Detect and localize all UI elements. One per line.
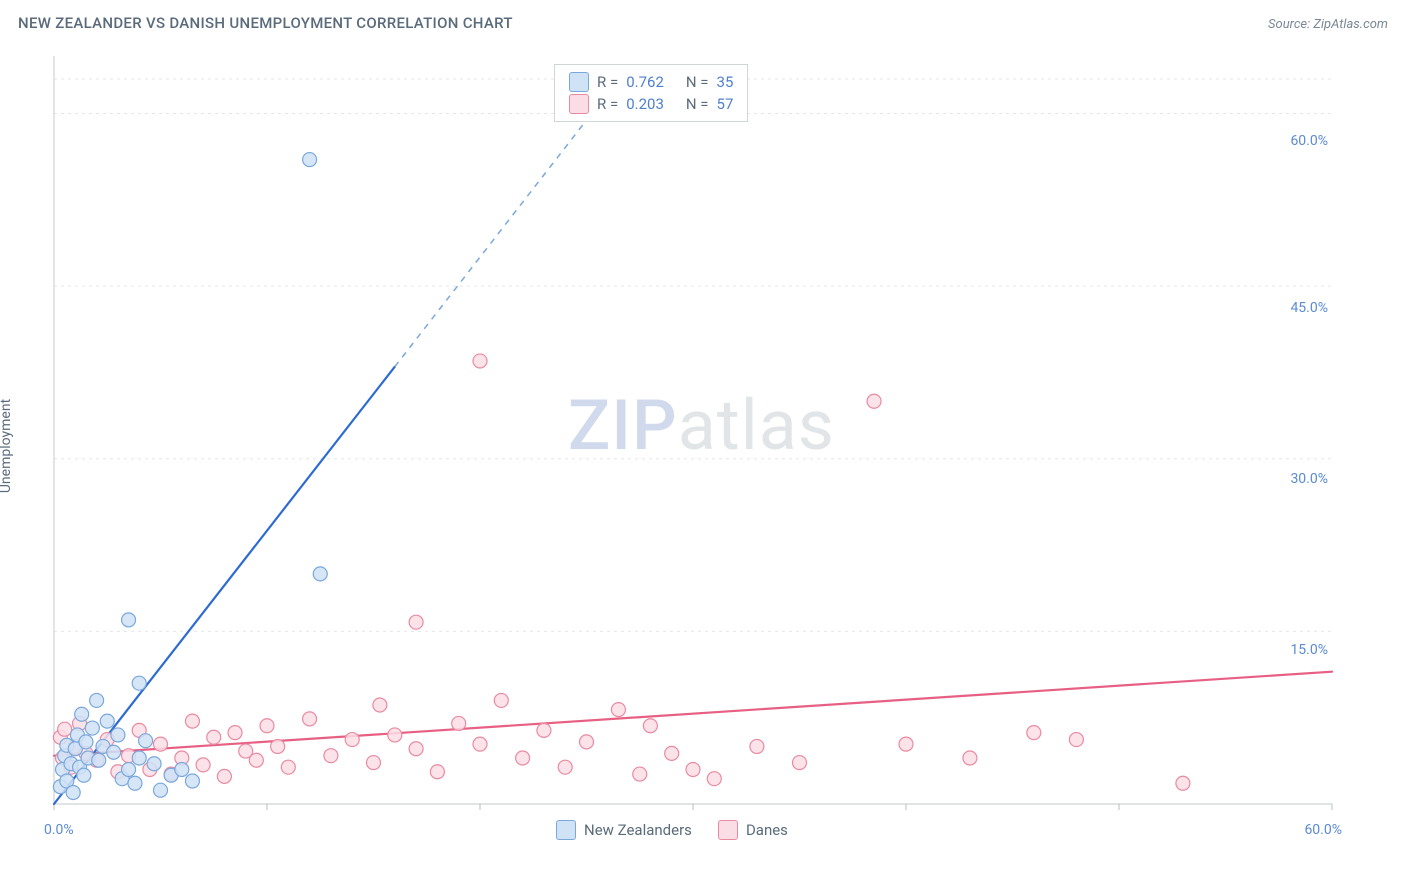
legend-item-nz: New Zealanders (556, 820, 692, 840)
legend-stats-row-2: R = 0.203 N = 57 (569, 93, 733, 115)
legend-swatch-dk-2 (718, 820, 738, 840)
legend-series: New Zealanders Danes (556, 820, 788, 840)
n-label: N = (686, 93, 709, 115)
legend-stats-row-1: R = 0.762 N = 35 (569, 71, 733, 93)
legend-swatch-nz (569, 72, 589, 92)
legend-label-dk: Danes (746, 821, 788, 839)
y-axis-label: Unemployment (0, 399, 14, 493)
chart-svg (48, 50, 1338, 810)
y-tick-45: 45.0% (1290, 300, 1328, 316)
y-tick-30: 30.0% (1290, 471, 1328, 487)
r-value-dk: 0.203 (626, 93, 664, 115)
x-tick-60: 60.0% (1304, 822, 1342, 838)
n-value-dk: 57 (717, 93, 734, 115)
x-tick-0: 0.0% (44, 822, 74, 838)
legend-label-nz: New Zealanders (584, 821, 692, 839)
scatter-plot: 60.0% 45.0% 30.0% 15.0% 0.0% 60.0% ZIPat… (48, 50, 1338, 810)
title-bar: NEW ZEALANDER VS DANISH UNEMPLOYMENT COR… (18, 14, 1388, 32)
r-value-nz: 0.762 (626, 71, 664, 93)
y-tick-60: 60.0% (1290, 133, 1328, 149)
legend-swatch-nz-2 (556, 820, 576, 840)
n-value-nz: 35 (717, 71, 734, 93)
y-tick-15: 15.0% (1290, 642, 1328, 658)
source-label: Source: ZipAtlas.com (1268, 17, 1388, 32)
legend-item-dk: Danes (718, 820, 788, 840)
legend-swatch-dk (569, 94, 589, 114)
r-label: R = (597, 93, 618, 115)
chart-title: NEW ZEALANDER VS DANISH UNEMPLOYMENT COR… (18, 14, 513, 32)
legend-stats: R = 0.762 N = 35 R = 0.203 N = 57 (554, 64, 748, 122)
n-label: N = (686, 71, 709, 93)
r-label: R = (597, 71, 618, 93)
